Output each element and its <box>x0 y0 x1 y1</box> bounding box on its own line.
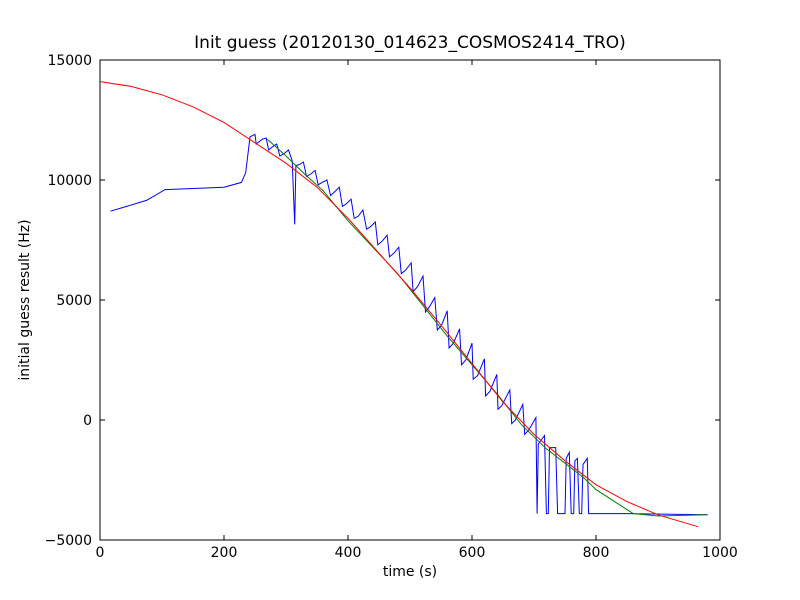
y-tick-label: 0 <box>83 413 92 429</box>
x-tick-label: 800 <box>583 545 610 561</box>
x-tick-label: 200 <box>211 545 238 561</box>
x-tick-label: 600 <box>459 545 486 561</box>
series-line-0 <box>110 133 708 516</box>
x-tick-label: 1000 <box>702 545 738 561</box>
y-axis-ticks: −5000 0 5000 10000 15000 <box>45 53 720 549</box>
x-tick-label: 400 <box>335 545 362 561</box>
y-tick-label: 15000 <box>47 53 92 69</box>
series-layer <box>99 81 708 528</box>
y-tick-label: 5000 <box>56 293 92 309</box>
y-axis-label: initial guess result (Hz) <box>17 219 33 380</box>
x-tick-label: 0 <box>96 545 105 561</box>
plot-frame <box>99 59 721 541</box>
y-tick-label: 10000 <box>47 173 92 189</box>
x-axis-ticks: 0 200 400 600 800 1000 <box>96 60 738 561</box>
series-line-2 <box>99 81 699 528</box>
chart-title: Init guess (20120130_014623_COSMOS2414_T… <box>194 33 626 53</box>
y-tick-label: −5000 <box>45 533 92 549</box>
x-axis-label: time (s) <box>383 564 437 580</box>
